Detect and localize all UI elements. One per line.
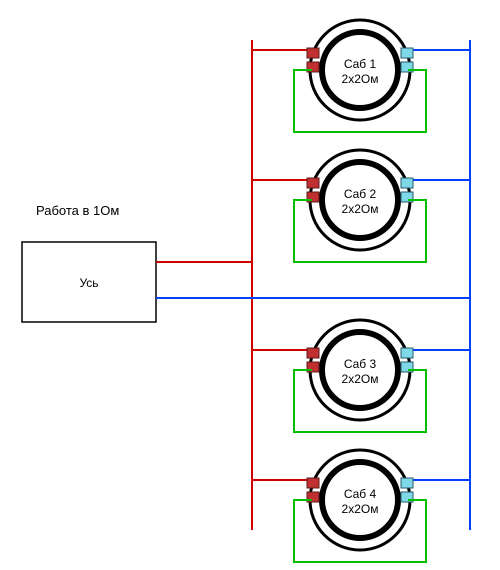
speaker-3-term-neg-top — [401, 348, 413, 358]
speaker-4-term-neg-top — [401, 478, 413, 488]
speaker-1-term-neg-top — [401, 48, 413, 58]
amp-title: Работа в 1Ом — [36, 203, 119, 218]
speaker-1-spec: 2х2Ом — [342, 72, 379, 86]
speaker-2-spec: 2х2Ом — [342, 202, 379, 216]
speaker-2-term-pos-top — [307, 178, 319, 188]
speaker-2-term-neg-top — [401, 178, 413, 188]
speaker-3-spec: 2х2Ом — [342, 372, 379, 386]
speaker-4-term-pos-top — [307, 478, 319, 488]
speaker-2-name: Саб 2 — [344, 187, 377, 201]
wiring-diagram: Работа в 1ОмУсьСаб 12х2ОмСаб 22х2ОмСаб 3… — [0, 0, 500, 570]
speaker-3-term-pos-top — [307, 348, 319, 358]
speaker-3-name: Саб 3 — [344, 357, 377, 371]
speaker-1-name: Саб 1 — [344, 57, 377, 71]
amp-label: Усь — [79, 276, 98, 290]
speaker-4-name: Саб 4 — [344, 487, 377, 501]
speaker-4-spec: 2х2Ом — [342, 502, 379, 516]
speaker-1-term-pos-top — [307, 48, 319, 58]
